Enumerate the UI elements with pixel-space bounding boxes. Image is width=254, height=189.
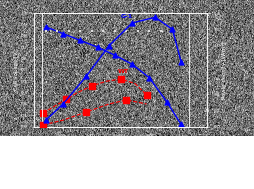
Point	[78, 39, 82, 42]
Point	[119, 77, 123, 81]
Point	[159, 30, 163, 33]
Point	[113, 30, 117, 33]
Point	[41, 123, 45, 126]
Point	[130, 21, 134, 24]
Point	[96, 46, 100, 49]
Text: G-1: G-1	[121, 14, 133, 19]
Y-axis label: Cell voltage [V]: Cell voltage [V]	[14, 50, 19, 90]
Point	[145, 93, 149, 96]
Point	[64, 98, 68, 101]
Point	[113, 54, 117, 57]
Point	[44, 30, 48, 33]
Point	[61, 102, 65, 105]
Point	[90, 84, 94, 87]
Point	[165, 100, 169, 103]
Text: Highly Cohesive and Conductive: Highly Cohesive and Conductive	[0, 146, 127, 155]
Bar	[42, 13, 188, 127]
Point	[78, 30, 82, 33]
Point	[44, 25, 48, 28]
Point	[147, 30, 151, 33]
Point	[84, 75, 88, 78]
Point	[90, 30, 94, 33]
Point	[67, 30, 71, 33]
Y-axis label: Power density [W/m²]: Power density [W/m²]	[222, 41, 227, 98]
Point	[41, 112, 45, 115]
Point	[101, 30, 105, 33]
Point	[84, 111, 88, 114]
Point	[130, 63, 134, 66]
Point	[124, 30, 129, 33]
X-axis label: Current density [A/m²]: Current density [A/m²]	[91, 139, 151, 144]
Point	[170, 28, 174, 31]
Point	[124, 98, 129, 101]
Point	[179, 60, 183, 63]
Point	[107, 44, 111, 47]
Point	[153, 16, 157, 19]
Point	[147, 76, 151, 79]
Point	[179, 123, 183, 126]
Text: Biofilm: Biofilm	[185, 146, 218, 155]
Text: with Enhanced Capacity for Current Production: with Enhanced Capacity for Current Produ…	[25, 171, 229, 180]
Point	[44, 119, 48, 122]
Text: WT: WT	[118, 69, 129, 74]
Point	[61, 32, 65, 35]
Point	[55, 30, 59, 33]
Point	[136, 30, 140, 33]
Text: Geobacter: Geobacter	[127, 146, 171, 155]
